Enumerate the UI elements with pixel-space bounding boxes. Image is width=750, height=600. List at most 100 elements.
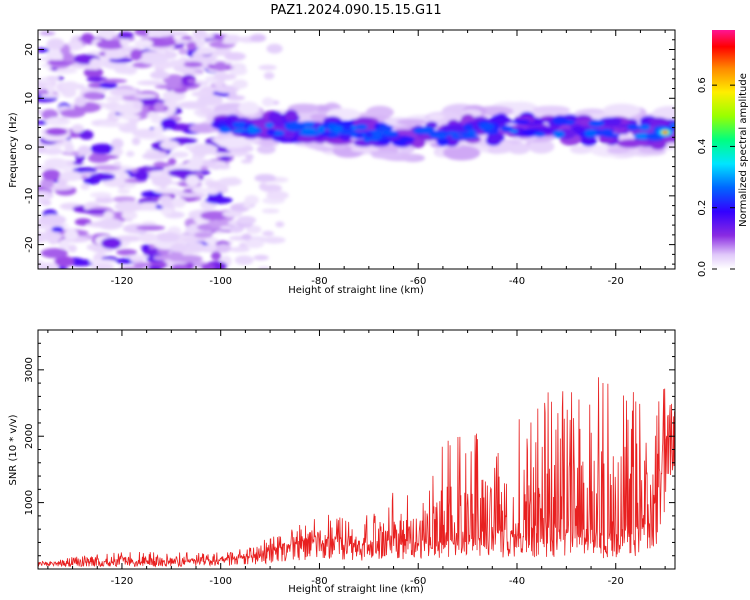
noise-blob xyxy=(44,158,68,169)
noise-blob xyxy=(136,225,166,231)
signal-core-blob xyxy=(509,128,518,134)
noise-blob xyxy=(61,81,80,91)
noise-blob xyxy=(139,54,168,65)
noise-blob xyxy=(38,214,67,226)
noise-blob xyxy=(114,67,137,74)
noise-blob xyxy=(263,72,275,80)
noise-blob xyxy=(171,263,188,269)
noise-blob xyxy=(104,50,126,59)
signal-blob xyxy=(490,114,508,124)
spectrogram-xlabel: Height of straight line (km) xyxy=(288,285,424,296)
snr-axis-ticks: -120 -100 -80 -60 -40 -20 1000 2000 3000 xyxy=(24,330,675,587)
signal-core-blob xyxy=(534,132,546,138)
signal-core-blob xyxy=(552,130,565,139)
noise-blob xyxy=(153,125,164,135)
spectrogram-panel: -120 -100 -80 -60 -40 -20 20 10 0 -10 -20 Height o… xyxy=(8,29,676,296)
noise-blob xyxy=(148,265,162,269)
noise-blob xyxy=(38,143,47,154)
noise-blob xyxy=(126,150,135,157)
noise-blob xyxy=(40,177,54,189)
spectrogram-y-tick-label: -20 xyxy=(24,236,35,252)
signal-halo-blob xyxy=(428,113,445,121)
noise-blob xyxy=(211,251,222,261)
noise-blob xyxy=(168,157,177,166)
signal-halo-blob xyxy=(532,105,571,115)
spectrogram-x-tick-label: -40 xyxy=(509,276,525,287)
signal-halo-blob xyxy=(217,137,250,149)
noise-blob xyxy=(170,242,189,254)
noise-blob xyxy=(229,246,250,253)
noise-blob xyxy=(234,255,254,265)
snr-x-tick-label: -80 xyxy=(311,576,327,587)
signal-core-blob xyxy=(378,124,394,131)
spectrogram-x-tick-label: -60 xyxy=(410,276,426,287)
noise-blob xyxy=(147,30,176,37)
noise-blob xyxy=(261,97,275,107)
colorbar-gradient xyxy=(712,30,735,269)
noise-blob xyxy=(153,255,171,261)
noise-blob xyxy=(229,63,245,68)
noise-blob xyxy=(207,219,232,228)
noise-blob xyxy=(197,94,224,106)
noise-blob xyxy=(111,147,123,157)
noise-blob xyxy=(90,263,115,269)
noise-blob xyxy=(153,187,183,194)
noise-blob xyxy=(83,91,103,100)
noise-blob xyxy=(191,187,217,194)
noise-blob xyxy=(266,190,289,200)
colorbar-label: Normalized spectral amplitude xyxy=(738,73,749,227)
signal-core-blob xyxy=(451,135,463,140)
noise-blob xyxy=(223,34,242,43)
noise-blob xyxy=(114,201,143,212)
spectrogram-x-tick-label: -20 xyxy=(608,276,624,287)
signal-core-blob xyxy=(247,125,258,134)
noise-blob xyxy=(219,155,232,161)
noise-blob xyxy=(254,174,276,183)
spectrogram-y-tick-label: 10 xyxy=(24,92,35,105)
snr-plot-area xyxy=(38,330,675,569)
noise-blob xyxy=(67,244,77,253)
noise-blob xyxy=(64,229,79,241)
noise-blob xyxy=(73,160,84,165)
noise-blob xyxy=(89,58,102,70)
noise-blob xyxy=(151,175,173,187)
signal-blob xyxy=(624,140,650,147)
noise-blob xyxy=(194,34,215,39)
signal-halo-blob xyxy=(238,101,260,116)
signal-blob xyxy=(441,124,469,134)
noise-blob xyxy=(160,140,180,150)
signal-core-blob xyxy=(377,138,392,144)
noise-blob xyxy=(237,216,257,225)
noise-blob xyxy=(261,208,280,214)
noise-blob xyxy=(172,197,186,208)
noise-blob xyxy=(42,169,61,181)
noise-blob xyxy=(95,196,114,204)
noise-blob xyxy=(260,184,283,193)
colorbar-ticks: 0.0 0.2 0.4 0.6 xyxy=(697,77,735,277)
snr-x-tick-label: -120 xyxy=(111,576,134,587)
signal-core-blob xyxy=(298,130,320,137)
noise-blob xyxy=(130,49,143,61)
colorbar-tick-label: 0.2 xyxy=(697,200,708,216)
noise-blob xyxy=(136,80,165,86)
snr-x-tick-label: -100 xyxy=(209,576,232,587)
noise-blob xyxy=(142,152,169,160)
noise-blob xyxy=(258,64,277,71)
signal-core-blob xyxy=(399,136,415,142)
noise-blob xyxy=(93,164,121,171)
noise-blob xyxy=(133,262,152,268)
figure-title: PAZ1.2024.090.15.15.G11 xyxy=(270,3,441,18)
spectrogram-x-tick-label: -80 xyxy=(311,276,327,287)
noise-blob xyxy=(114,235,143,242)
noise-blob xyxy=(101,237,122,250)
noise-blob xyxy=(185,174,200,187)
noise-blob xyxy=(189,123,219,134)
noise-blob xyxy=(133,100,143,110)
noise-blob xyxy=(188,143,218,155)
noise-blob xyxy=(218,177,242,186)
noise-blob xyxy=(241,233,252,241)
noise-blob xyxy=(138,232,158,243)
noise-blob xyxy=(201,263,215,269)
noise-blob xyxy=(170,151,189,158)
noise-blob xyxy=(253,254,269,261)
